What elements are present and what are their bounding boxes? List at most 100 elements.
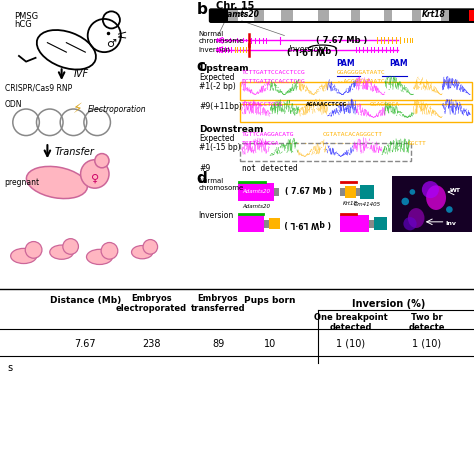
Circle shape [143, 239, 157, 254]
Bar [441, 10, 449, 21]
Text: #9(+11bp): #9(+11bp) [199, 102, 242, 111]
Text: PAM: PAM [389, 59, 408, 68]
Text: Embryos
transferred: Embryos transferred [191, 294, 246, 313]
FancyBboxPatch shape [269, 218, 280, 229]
Text: #1(-15 bp): #1(-15 bp) [199, 143, 241, 152]
Bar [421, 10, 441, 21]
Text: hCG: hCG [14, 20, 32, 29]
Text: CRISPR/Cas9 RNP: CRISPR/Cas9 RNP [5, 83, 72, 92]
Text: Normal
chromosome: Normal chromosome [198, 31, 243, 44]
Bar [281, 10, 293, 21]
Bar [356, 188, 360, 196]
Text: TGTTCAAGGA: TGTTCAAGGA [242, 141, 279, 146]
Bar [340, 188, 345, 196]
Ellipse shape [27, 166, 87, 199]
Bar [264, 220, 269, 228]
Text: s: s [7, 363, 12, 373]
Text: GGAGGGGATAATC: GGAGGGGATAATC [337, 70, 385, 75]
Bar [412, 10, 421, 21]
Text: Adamts20: Adamts20 [242, 190, 270, 194]
Text: GGAGGGGA: GGAGGGGA [370, 102, 400, 107]
FancyBboxPatch shape [374, 217, 387, 230]
Text: 7.67: 7.67 [74, 338, 96, 349]
Text: not detected: not detected [242, 164, 297, 173]
Text: TCTTGATTCCACCTCCG: TCTTGATTCCACCTCCG [242, 79, 305, 84]
Text: Inversion: Inversion [198, 211, 233, 220]
Text: Krt18: Krt18 [343, 201, 358, 207]
FancyBboxPatch shape [240, 143, 411, 161]
Circle shape [63, 239, 78, 254]
Text: Inversion: Inversion [289, 45, 324, 54]
Text: PMSG: PMSG [14, 12, 38, 21]
Text: 89: 89 [212, 338, 224, 349]
Text: Embryos
electroporated: Embryos electroporated [116, 294, 187, 313]
FancyBboxPatch shape [345, 186, 356, 198]
Text: ⚡: ⚡ [73, 102, 83, 116]
Text: Upstream: Upstream [199, 64, 249, 73]
Text: Inv: Inv [446, 221, 456, 226]
Text: ODN: ODN [5, 100, 22, 109]
FancyBboxPatch shape [238, 183, 274, 201]
Bar [228, 10, 238, 21]
FancyBboxPatch shape [340, 215, 369, 232]
Text: Normal
chromosome: Normal chromosome [198, 178, 243, 191]
Text: Distance (Mb): Distance (Mb) [50, 296, 121, 305]
Text: 238: 238 [142, 338, 161, 349]
Circle shape [401, 198, 409, 205]
Text: One breakpoint
detected: One breakpoint detected [314, 313, 388, 332]
Text: Krt18: Krt18 [422, 10, 446, 19]
FancyBboxPatch shape [240, 82, 472, 100]
Text: ( qW L9·L ): ( qW L9·L ) [287, 46, 338, 54]
Circle shape [101, 243, 118, 259]
Text: Pups born: Pups born [245, 296, 296, 305]
Bar [264, 10, 281, 21]
Bar [360, 10, 384, 21]
Text: Gm41405: Gm41405 [354, 202, 381, 208]
FancyBboxPatch shape [392, 176, 472, 232]
Circle shape [25, 242, 42, 258]
Text: #9: #9 [199, 164, 210, 173]
Bar [369, 220, 374, 228]
Text: 10: 10 [264, 338, 276, 349]
FancyBboxPatch shape [238, 215, 264, 232]
Text: 1 (10): 1 (10) [336, 338, 365, 349]
Text: ( qW L9·L ): ( qW L9·L ) [285, 219, 331, 228]
Text: ( 7.67 Mb ): ( 7.67 Mb ) [316, 36, 367, 45]
FancyBboxPatch shape [210, 9, 474, 22]
Ellipse shape [11, 248, 36, 264]
Text: Electroporation: Electroporation [88, 105, 146, 113]
Text: TCTTGATTCCACCTCCG: TCTTGATTCCACCTCCG [242, 70, 305, 75]
Text: Adamts20: Adamts20 [216, 10, 259, 19]
Ellipse shape [408, 208, 425, 228]
Text: pregnant: pregnant [5, 178, 40, 187]
Text: ( 7.67 Mb ): ( 7.67 Mb ) [284, 188, 332, 196]
Text: Adamts20: Adamts20 [242, 204, 270, 209]
Ellipse shape [50, 245, 73, 259]
Text: IVF: IVF [73, 69, 89, 80]
Circle shape [95, 154, 109, 168]
Text: CGTATACACAGGGCTT: CGTATACACAGGGCTT [322, 132, 383, 137]
Text: b: b [197, 2, 208, 18]
Ellipse shape [426, 185, 446, 210]
Text: TGTTCAAGGACATG: TGTTCAAGGACATG [242, 132, 294, 137]
Text: Downstream: Downstream [199, 125, 264, 134]
Text: Expected: Expected [199, 134, 235, 143]
Bar [329, 10, 351, 21]
FancyBboxPatch shape [240, 104, 472, 122]
Circle shape [422, 181, 439, 198]
Text: Inversion (%): Inversion (%) [352, 299, 425, 309]
Circle shape [81, 160, 109, 188]
Bar [274, 188, 279, 196]
Bar [318, 10, 329, 21]
Bar [392, 10, 412, 21]
Ellipse shape [86, 249, 112, 264]
Text: #1(-2 bp): #1(-2 bp) [199, 82, 236, 91]
Bar [254, 10, 264, 21]
Text: Expected: Expected [199, 73, 235, 82]
Text: ♂: ♂ [106, 38, 117, 49]
Circle shape [410, 189, 415, 195]
Text: ✂: ✂ [237, 9, 246, 19]
Text: c: c [197, 59, 206, 74]
Bar [469, 10, 474, 21]
Bar [351, 10, 360, 21]
